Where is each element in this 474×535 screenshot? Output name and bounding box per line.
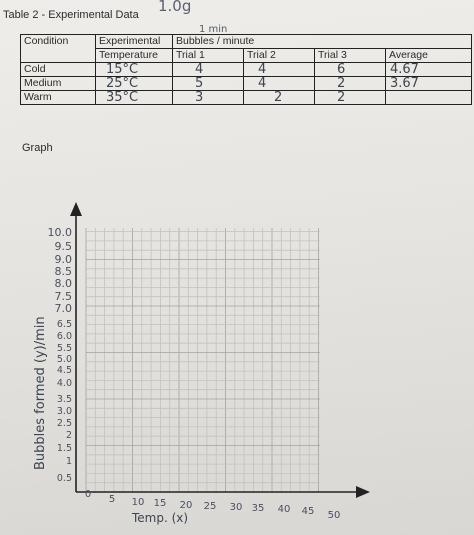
x-tick-label: 50	[328, 510, 341, 521]
x-tick-label: 30	[230, 502, 243, 513]
row-average	[385, 90, 472, 105]
top-scribble: 1.0g	[158, 0, 192, 15]
table-title: Table 2 - Experimental Data	[3, 9, 139, 21]
y-tick-label: 3.5	[57, 394, 72, 405]
x-tick-label: 40	[278, 504, 291, 515]
graph-axes	[70, 202, 370, 498]
x-axis-arrow	[356, 486, 370, 498]
x-tick-label: 10	[132, 497, 145, 508]
x-tick-labels: 0 5 10 15 20 25 30 35 40 45 50	[85, 489, 341, 521]
graph-grid	[85, 228, 320, 493]
y-tick-label: 1	[66, 456, 72, 467]
x-axis-label: Temp. (x)	[131, 511, 188, 525]
y-tick-label: 4.0	[57, 378, 72, 389]
y-tick-label: 2.5	[57, 418, 72, 429]
x-tick-label: 20	[180, 500, 193, 511]
y-axis-arrow	[70, 202, 82, 216]
x-tick-label: 0	[85, 489, 91, 500]
table-row: Cold 15°C 4 4 6 4.67	[20, 62, 472, 77]
y-tick-label: 3.0	[57, 406, 72, 417]
y-tick-label: 6.5	[57, 319, 72, 330]
y-tick-label: 5.5	[57, 343, 72, 354]
y-axis-label: Bubbles formed (y)/min	[33, 316, 48, 470]
y-tick-labels: 10.09.59.08.58.07.57.0 6.56.05.55.04.5 4.0…	[48, 226, 73, 484]
y-tick-label: 8.5	[55, 265, 73, 278]
header-bubbles-per-minute: Bubbles / minute	[172, 34, 472, 49]
y-tick-label: 1.5	[57, 443, 72, 454]
x-tick-label: 5	[109, 494, 115, 505]
header-trial-3: Trial 3	[314, 48, 386, 63]
x-tick-label: 25	[204, 501, 217, 512]
x-tick-label: 15	[154, 498, 167, 509]
y-tick-label: 4.5	[57, 365, 72, 376]
header-average: Average	[385, 48, 472, 63]
row-trial-3: 2	[314, 90, 386, 105]
y-tick-label: 9.0	[55, 253, 73, 266]
header-experimental: Experimental	[95, 34, 173, 49]
y-tick-label: 0.5	[57, 473, 72, 484]
table-row: Warm 35°C 3 2 2	[20, 90, 472, 105]
x-tick-label: 35	[252, 503, 265, 514]
row-average: 4.67	[385, 62, 472, 77]
row-condition: Medium	[20, 76, 96, 91]
table-header-row-1: Condition Experimental Bubbles / minute	[20, 34, 472, 63]
y-tick-label: 5.0	[57, 354, 72, 365]
row-trial-2: 2	[243, 90, 315, 105]
y-tick-label: 8.0	[55, 277, 73, 290]
y-tick-label: 7.0	[55, 302, 73, 315]
y-tick-label: 9.5	[55, 240, 73, 253]
y-tick-label: 7.5	[55, 290, 73, 303]
experimental-data-table: Condition Experimental Bubbles / minute …	[20, 34, 472, 105]
header-temperature: Temperature	[95, 48, 173, 63]
x-tick-label: 45	[302, 506, 315, 517]
y-tick-label: 6.0	[57, 331, 72, 342]
y-tick-label: 10.0	[48, 226, 73, 239]
graph-heading: Graph	[22, 142, 53, 154]
row-condition: Warm	[20, 90, 96, 105]
row-temperature: 35°C	[95, 90, 173, 105]
unit-note: 1 min	[199, 24, 228, 35]
table-row: Medium 25°C 5 4 2 3.67	[20, 76, 472, 91]
y-tick-label: 2	[66, 430, 72, 441]
